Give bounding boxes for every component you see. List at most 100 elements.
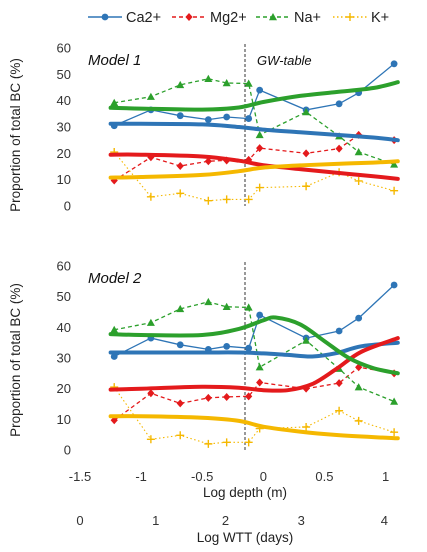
data-point-ca2 (390, 281, 398, 289)
data-point-mg2 (335, 144, 343, 153)
data-point-mg2 (302, 384, 310, 393)
y-tick-label: 30 (57, 351, 71, 366)
x-tick-label: 1 (382, 469, 389, 484)
data-point-k (302, 423, 311, 431)
data-point-na (176, 304, 185, 313)
model-curve-ca2 (108, 121, 400, 143)
data-point-na (255, 363, 264, 371)
data-point-k (390, 428, 399, 437)
data-point-ca2 (355, 314, 363, 322)
observed-line-na (114, 301, 395, 403)
x-tick-label: -1.5 (69, 469, 91, 484)
legend-marker (185, 13, 193, 21)
data-point-na (302, 336, 311, 344)
data-point-k (222, 438, 231, 447)
data-point-ca2 (110, 353, 118, 360)
y-tick-label: 60 (57, 41, 71, 56)
gw-table-label: GW-table (257, 53, 312, 68)
data-point-ca2 (256, 311, 264, 319)
data-point-ca2 (204, 116, 212, 124)
data-point-k (335, 406, 344, 415)
model-curve-mg2 (108, 336, 400, 393)
data-point-k (244, 195, 253, 204)
data-point-mg2 (176, 161, 184, 170)
legend-item-ca2: Ca2+ (88, 10, 161, 26)
y-tick-label: 20 (57, 381, 71, 396)
x2-tick-label: 4 (381, 513, 388, 528)
data-point-k (146, 435, 155, 444)
data-point-na (222, 79, 231, 87)
y-tick-label: 50 (57, 289, 71, 304)
data-point-mg2 (256, 378, 264, 387)
observed-line-mg2 (113, 366, 395, 421)
data-point-mg2 (204, 393, 212, 402)
x-tick-label: -1 (135, 469, 147, 484)
legend-label: K+ (371, 10, 389, 26)
y-tick-label: 60 (57, 259, 71, 274)
panel-model-1: 0 10 20 30 40 50 60 Model 1 GW-table (57, 41, 400, 214)
data-point-k (222, 195, 231, 204)
y-tick-label: 0 (64, 443, 71, 458)
y-tick-label: 20 (57, 146, 71, 161)
data-point-mg2 (302, 149, 310, 158)
model-curve-na (108, 80, 400, 112)
model-curve-mg2 (108, 152, 400, 181)
data-point-ca2 (223, 113, 231, 121)
model-curve-k (108, 414, 400, 441)
y-tick-label: 50 (57, 67, 71, 82)
x-tick-label: 0.5 (315, 469, 333, 484)
x2-tick-label: 1 (152, 513, 159, 528)
data-point-k (204, 196, 213, 205)
x2-axis: 0 1 2 3 4 (76, 513, 388, 528)
model-curve-k (108, 159, 400, 180)
data-point-mg2 (335, 379, 343, 388)
y-tick-label: 10 (57, 172, 71, 187)
data-point-na (244, 79, 253, 87)
legend-marker (101, 13, 109, 21)
data-point-na (390, 160, 399, 168)
x-axis: -1.5 -1 -0.5 0 0.5 1 (69, 469, 389, 484)
y-tick-label: 40 (57, 320, 71, 335)
legend-marker (346, 13, 354, 21)
data-point-mg2 (176, 399, 184, 408)
y-axis-label: Proportion of total BC (%) (8, 58, 23, 212)
data-point-na (204, 74, 213, 83)
data-point-na (146, 92, 155, 100)
panel-title: Model 1 (88, 52, 141, 69)
model-curve-na (108, 315, 400, 376)
data-point-na (110, 325, 119, 333)
data-point-ca2 (176, 112, 184, 120)
data-point-ca2 (335, 327, 343, 335)
panel-model-2: 0 10 20 30 40 50 60 Model 2 (57, 259, 400, 458)
observed-series-ca2 (110, 60, 398, 130)
data-point-k (255, 183, 264, 192)
data-point-na (204, 297, 213, 306)
data-point-ca2 (245, 344, 253, 352)
x2-tick-label: 0 (76, 513, 83, 528)
x2-tick-label: 3 (298, 513, 305, 528)
data-point-na (390, 397, 399, 405)
observed-line-na (114, 78, 395, 166)
data-point-mg2 (245, 392, 253, 401)
y-tick-label: 40 (57, 93, 71, 108)
data-point-k (390, 186, 399, 195)
legend-label: Na+ (294, 10, 321, 26)
data-point-k (146, 192, 155, 201)
data-point-mg2 (256, 144, 264, 153)
data-point-na (302, 107, 311, 116)
data-point-k (244, 438, 253, 447)
x-axis-label: Log depth (m) (203, 485, 287, 500)
data-point-ca2 (335, 100, 343, 108)
observed-series-na (110, 74, 399, 168)
data-point-k (204, 439, 213, 448)
x-tick-label: -0.5 (191, 469, 213, 484)
legend-marker (269, 13, 277, 21)
data-point-mg2 (147, 389, 155, 398)
data-point-mg2 (204, 157, 212, 166)
legend-item-mg2: Mg2+ (172, 10, 247, 26)
data-point-na (146, 318, 155, 326)
y-axis-label: Proportion of total BC (%) (8, 283, 23, 437)
data-point-ca2 (256, 86, 264, 94)
data-point-k (354, 416, 363, 425)
